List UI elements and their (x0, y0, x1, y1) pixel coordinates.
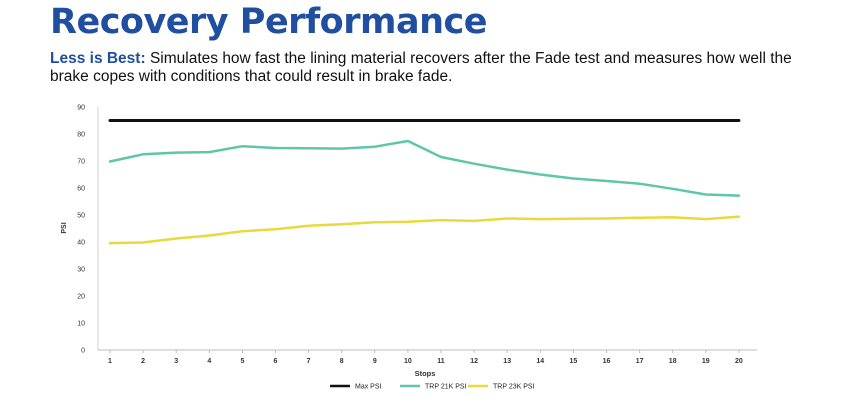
x-tick-label: 13 (503, 358, 511, 365)
legend: Max PSI TRP 21K PSI TRP 23K PSI (330, 384, 535, 391)
y-tick-labels: 0 10 20 30 40 50 60 70 80 90 (77, 105, 85, 355)
y-tick-label: 40 (77, 240, 85, 247)
x-tick-label: 8 (340, 358, 344, 365)
page-subtitle: Less is Best: Simulates how fast the lin… (50, 50, 810, 86)
x-tick-label: 19 (702, 358, 710, 365)
y-tick-label: 10 (77, 321, 85, 328)
y-axis-label: PSI (61, 222, 68, 233)
x-tick-label: 3 (174, 358, 178, 365)
legend-label: TRP 23K PSI (493, 384, 535, 391)
x-tick-label: 1 (108, 358, 112, 365)
x-axis-label: Stops (415, 369, 436, 378)
legend-label: TRP 21K PSI (425, 384, 467, 391)
series-line-3 (108, 215, 741, 245)
x-tick-label: 18 (669, 358, 677, 365)
x-tick-label: 16 (603, 358, 611, 365)
x-tick-label: 4 (207, 358, 211, 365)
x-tick-label: 6 (274, 358, 278, 365)
y-tick-label: 50 (77, 213, 85, 220)
subtitle-text: Simulates how fast the lining material r… (50, 50, 792, 85)
y-tick-label: 90 (77, 105, 85, 112)
x-tick-label: 5 (240, 358, 244, 365)
y-tick-label: 30 (77, 267, 85, 274)
x-tick-label: 10 (404, 358, 412, 365)
x-tick-label: 17 (636, 358, 644, 365)
x-tick-label: 12 (470, 358, 478, 365)
series-line-2 (108, 139, 741, 197)
x-tick-labels: 1 2 3 4 5 6 7 8 9 10 11 12 13 14 15 16 17 18 19 20 (108, 350, 743, 365)
x-tick-label: 2 (141, 358, 145, 365)
x-tick-label: 15 (570, 358, 578, 365)
y-tick-label: 0 (81, 348, 85, 355)
legend-label: Max PSI (355, 384, 382, 391)
subtitle-lead: Less is Best: (50, 50, 146, 67)
y-tick-label: 70 (77, 159, 85, 166)
y-tick-label: 80 (77, 132, 85, 139)
x-tick-label: 9 (373, 358, 377, 365)
y-tick-label: 20 (77, 294, 85, 301)
series-lines (108, 119, 741, 245)
x-tick-label: 14 (536, 358, 544, 365)
page-title: Recovery Performance (50, 2, 487, 42)
x-tick-label: 20 (735, 358, 743, 365)
x-tick-label: 11 (437, 358, 445, 365)
x-tick-label: 7 (307, 358, 311, 365)
y-tick-label: 60 (77, 186, 85, 193)
